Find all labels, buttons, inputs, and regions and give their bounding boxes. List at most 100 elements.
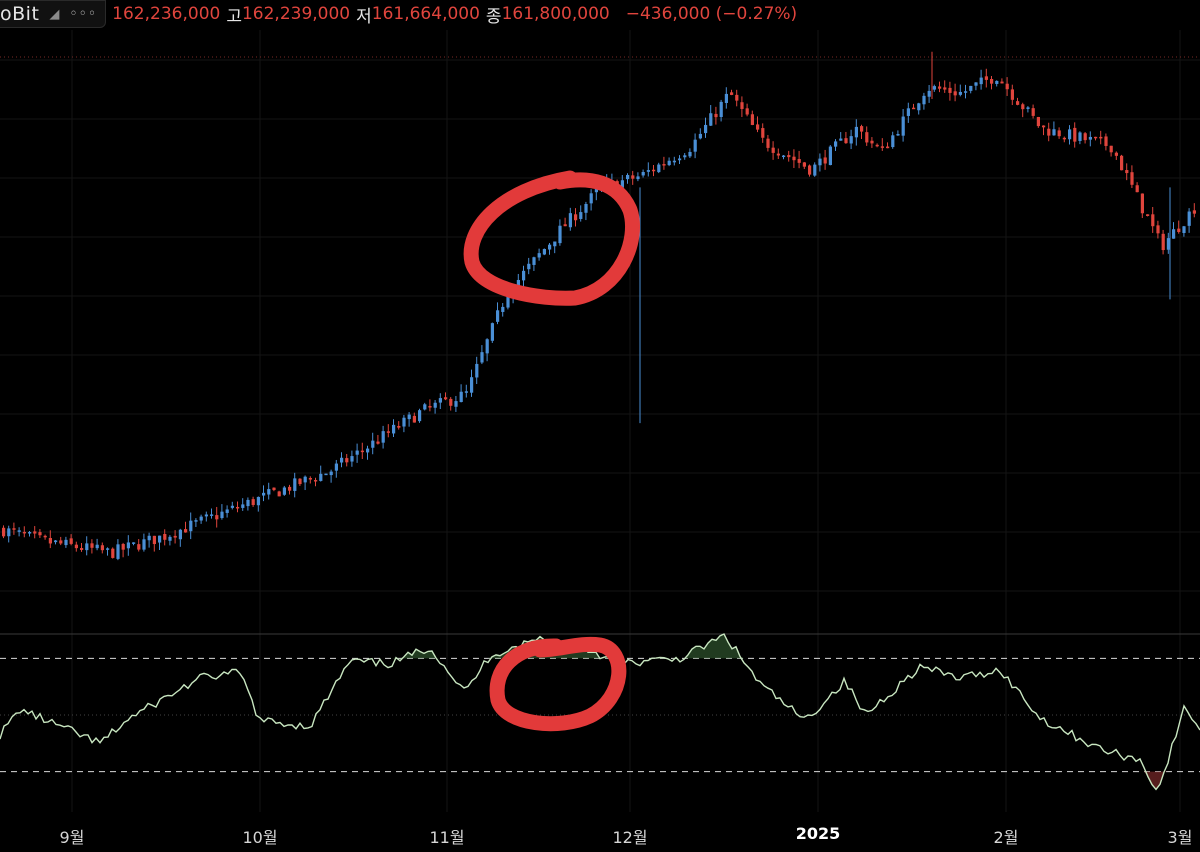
price-change: −436,000 (−0.27%) [625,4,798,24]
candle-body [984,76,988,80]
candle-body [480,352,484,363]
candle-body [1088,136,1092,140]
x-tick-label: 2월 [993,828,1019,847]
candle-body [308,478,312,480]
candle-body [854,126,858,138]
collapse-icon[interactable]: ◢ [49,6,60,22]
candle-body [1057,130,1061,137]
candle-body [241,504,245,508]
candle-body [548,244,552,250]
candle-body [745,108,749,115]
candle-body [137,544,141,550]
candle-body [553,241,557,247]
candle-body [1140,193,1144,214]
candle-body [860,126,864,132]
candle-body [412,415,416,423]
candle-body [189,520,193,532]
candle-body [704,124,708,134]
candle-body [776,153,780,156]
candle-body [969,85,973,91]
candle-body [1120,155,1124,171]
candle-body [33,531,37,534]
candle-body [1099,136,1103,139]
candle-body [251,499,255,505]
candle-body [95,544,99,549]
exchange-brand: oBit [0,3,40,25]
candle-body [1062,137,1066,140]
x-tick-label: 3월 [1167,828,1193,847]
candle-body [688,151,692,157]
candle-body [542,248,546,255]
candle-body [262,492,266,496]
candle-body [938,86,942,89]
candle-body [922,95,926,105]
x-tick-label: 10월 [242,828,278,847]
candle-body [813,164,817,176]
candle-body [693,139,697,152]
candle-body [12,528,16,530]
candle-body [662,164,666,166]
candle-body [641,171,645,176]
candle-body [220,511,224,519]
candle-body [168,536,172,541]
candle-body [17,530,21,532]
candle-body [1005,83,1009,90]
candle-body [1172,229,1176,239]
candle-body [69,538,73,544]
time-axis: 9월 10월 11월 12월 2025 2월 3월 [0,814,1200,852]
candle-body [43,535,47,538]
symbol-box[interactable]: oBit ◢ ◦◦◦ [0,0,107,28]
candle-body [579,212,583,219]
candle-body [787,155,791,158]
annotation-circle [463,170,641,306]
candle-body [1166,238,1170,250]
candle-body [802,162,806,167]
candle-body [199,516,203,521]
candle-body [771,147,775,153]
candle-body [490,323,494,341]
candle-body [537,253,541,258]
candle-body [1083,133,1087,141]
candle-body [558,225,562,244]
candle-body [178,529,182,540]
candle-body [433,402,437,408]
candle-body [381,431,385,443]
candle-body [376,441,380,444]
candle-body [116,544,120,559]
candle-body [756,124,760,130]
candle-body [896,133,900,136]
candle-body [1114,152,1118,156]
candle-body [735,94,739,101]
candle-body [990,79,994,84]
candle-body [964,91,968,93]
candle-body [106,548,110,550]
candle-body [1130,172,1134,185]
rsi-line [0,633,1200,791]
candle-body [823,157,827,164]
candle-body [532,257,536,265]
candle-body [808,165,812,175]
candle-body [912,107,916,110]
candle-body [792,156,796,161]
candle-body [766,138,770,148]
more-icon[interactable]: ◦◦◦ [69,6,98,22]
candle-body [594,188,598,193]
candle-body [28,532,32,534]
candle-body [277,491,281,497]
candle-body [38,532,42,536]
candle-body [121,544,125,550]
candle-body [1125,170,1129,174]
candle-body [1109,145,1113,153]
candle-body [1078,132,1082,141]
candle-body [256,497,260,506]
candle-body [1000,81,1004,84]
candle-body [215,515,219,520]
candle-body [589,193,593,204]
candle-body [1047,128,1051,136]
candle-body [974,82,978,86]
candle-body [126,542,130,549]
candle-body [454,401,458,407]
candle-body [1177,228,1181,232]
candle-body [901,116,905,136]
